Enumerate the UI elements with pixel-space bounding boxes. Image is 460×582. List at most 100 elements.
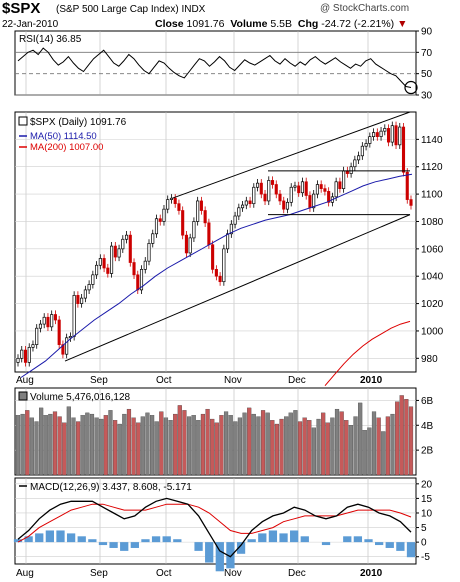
- quote-line: Close 1091.76 Volume 5.5B Chg -24.72 (-2…: [155, 18, 407, 30]
- macd-histogram-bar: [205, 542, 214, 563]
- volume-bar: [219, 415, 224, 476]
- volume-bar: [154, 421, 159, 476]
- volume-bar: [395, 401, 400, 476]
- volume-bar: [381, 431, 386, 476]
- candle-body: [222, 248, 226, 283]
- candle-body: [72, 295, 76, 337]
- volume-bar: [136, 422, 141, 476]
- y-tick-label: 20: [421, 479, 433, 490]
- candle-body: [124, 234, 129, 240]
- y-tick-label: 1140: [421, 135, 443, 146]
- candle-body: [267, 180, 271, 202]
- y-tick-label: 1040: [421, 272, 444, 283]
- candle-body: [158, 218, 162, 222]
- ma50-line: [20, 173, 413, 378]
- volume-bar: [274, 423, 280, 476]
- candle-body: [398, 126, 402, 146]
- rsi-panel: 90 70 50 30 RSI(14) 36.85: [14, 27, 433, 102]
- y-tick-label: 0: [421, 538, 427, 549]
- volume-bar: [117, 423, 122, 476]
- volume-bar: [71, 417, 76, 476]
- volume-bar: [260, 410, 266, 476]
- x-tick-label: Oct: [156, 375, 172, 386]
- candle-body: [401, 126, 406, 173]
- volume-bar: [270, 420, 275, 476]
- candle-body: [188, 237, 192, 254]
- chart-date: 22-Jan-2010: [2, 19, 59, 30]
- y-tick-label: 1100: [421, 190, 443, 201]
- volume-bar: [348, 425, 353, 476]
- x-tick-label: Dec: [288, 568, 306, 579]
- volume-bar: [353, 416, 358, 476]
- volume-bar: [52, 411, 58, 476]
- candle-body: [102, 258, 106, 269]
- price-legend-label: $SPX (Daily) 1091.76: [30, 117, 127, 128]
- macd-histogram-bar: [120, 542, 129, 551]
- candle-body: [162, 208, 166, 222]
- macd-histogram-bar: [247, 539, 256, 543]
- candle-body: [218, 275, 222, 283]
- volume-bar: [399, 395, 404, 476]
- volume-bar: [163, 417, 169, 476]
- candle-body: [199, 200, 203, 211]
- candle-body: [300, 181, 305, 194]
- macd-histogram-bar: [374, 542, 384, 546]
- volume-bar: [122, 413, 127, 476]
- candle-body: [110, 245, 114, 274]
- candle-body: [244, 200, 248, 206]
- volume-bar: [145, 412, 150, 476]
- macd-histogram-bar: [385, 542, 394, 548]
- candle-body: [87, 284, 91, 291]
- candle-body: [293, 185, 297, 188]
- volume-bar: [297, 421, 303, 476]
- candle-body: [229, 223, 233, 235]
- y-tick-label: 15: [421, 494, 433, 505]
- candle-body: [154, 218, 159, 235]
- candle-body: [132, 262, 136, 276]
- volume-bar: [256, 416, 261, 476]
- x-tick-label: Sep: [90, 568, 108, 579]
- y-tick-label: 5: [421, 523, 427, 534]
- ma50-legend-label: MA(50) 1114.50: [30, 131, 97, 142]
- candle-body: [181, 210, 185, 236]
- volume-bar: [210, 418, 215, 476]
- volume-bar: [29, 417, 34, 476]
- candle-body: [65, 337, 69, 355]
- volume-bar: [200, 413, 206, 476]
- y-tick-label: 10: [421, 508, 433, 519]
- volume-bar: [76, 421, 81, 476]
- y-tick-label: 30: [421, 91, 433, 102]
- y-tick-label: 1080: [421, 217, 444, 228]
- macd-signal-line: [17, 503, 412, 543]
- volume-bar: [94, 417, 99, 476]
- y-tick-label: 6B: [421, 396, 434, 407]
- volume-legend-swatch: [18, 391, 28, 401]
- macd-histogram-bar: [173, 539, 182, 543]
- volume-value: 5.5B: [270, 18, 293, 30]
- candle-body: [368, 136, 372, 144]
- candle-body: [285, 201, 290, 210]
- candle-body: [76, 295, 80, 304]
- candle-body: [270, 180, 275, 185]
- volume-bar: [39, 407, 44, 476]
- macd-histogram-bar: [77, 536, 86, 543]
- candle-body: [405, 171, 409, 200]
- macd-histogram-bar: [236, 542, 246, 554]
- candle-body: [282, 200, 286, 210]
- volume-bar: [251, 413, 256, 476]
- volume-bar: [265, 412, 270, 476]
- candle-body: [143, 260, 147, 270]
- volume-bar: [140, 416, 145, 476]
- chg-label: Chg: [297, 18, 319, 30]
- x-tick-label: Aug: [16, 568, 34, 579]
- candle-body: [357, 155, 361, 161]
- macd-histogram-bar: [162, 536, 171, 543]
- candle-body: [383, 128, 387, 132]
- macd-histogram-bar: [88, 539, 97, 543]
- candle-body: [379, 130, 383, 137]
- candle-body: [211, 244, 215, 270]
- volume-bar: [34, 421, 39, 476]
- y-tick-label: 2B: [421, 446, 434, 457]
- macd-histogram-bar: [45, 530, 55, 543]
- ma200-line: [324, 320, 411, 387]
